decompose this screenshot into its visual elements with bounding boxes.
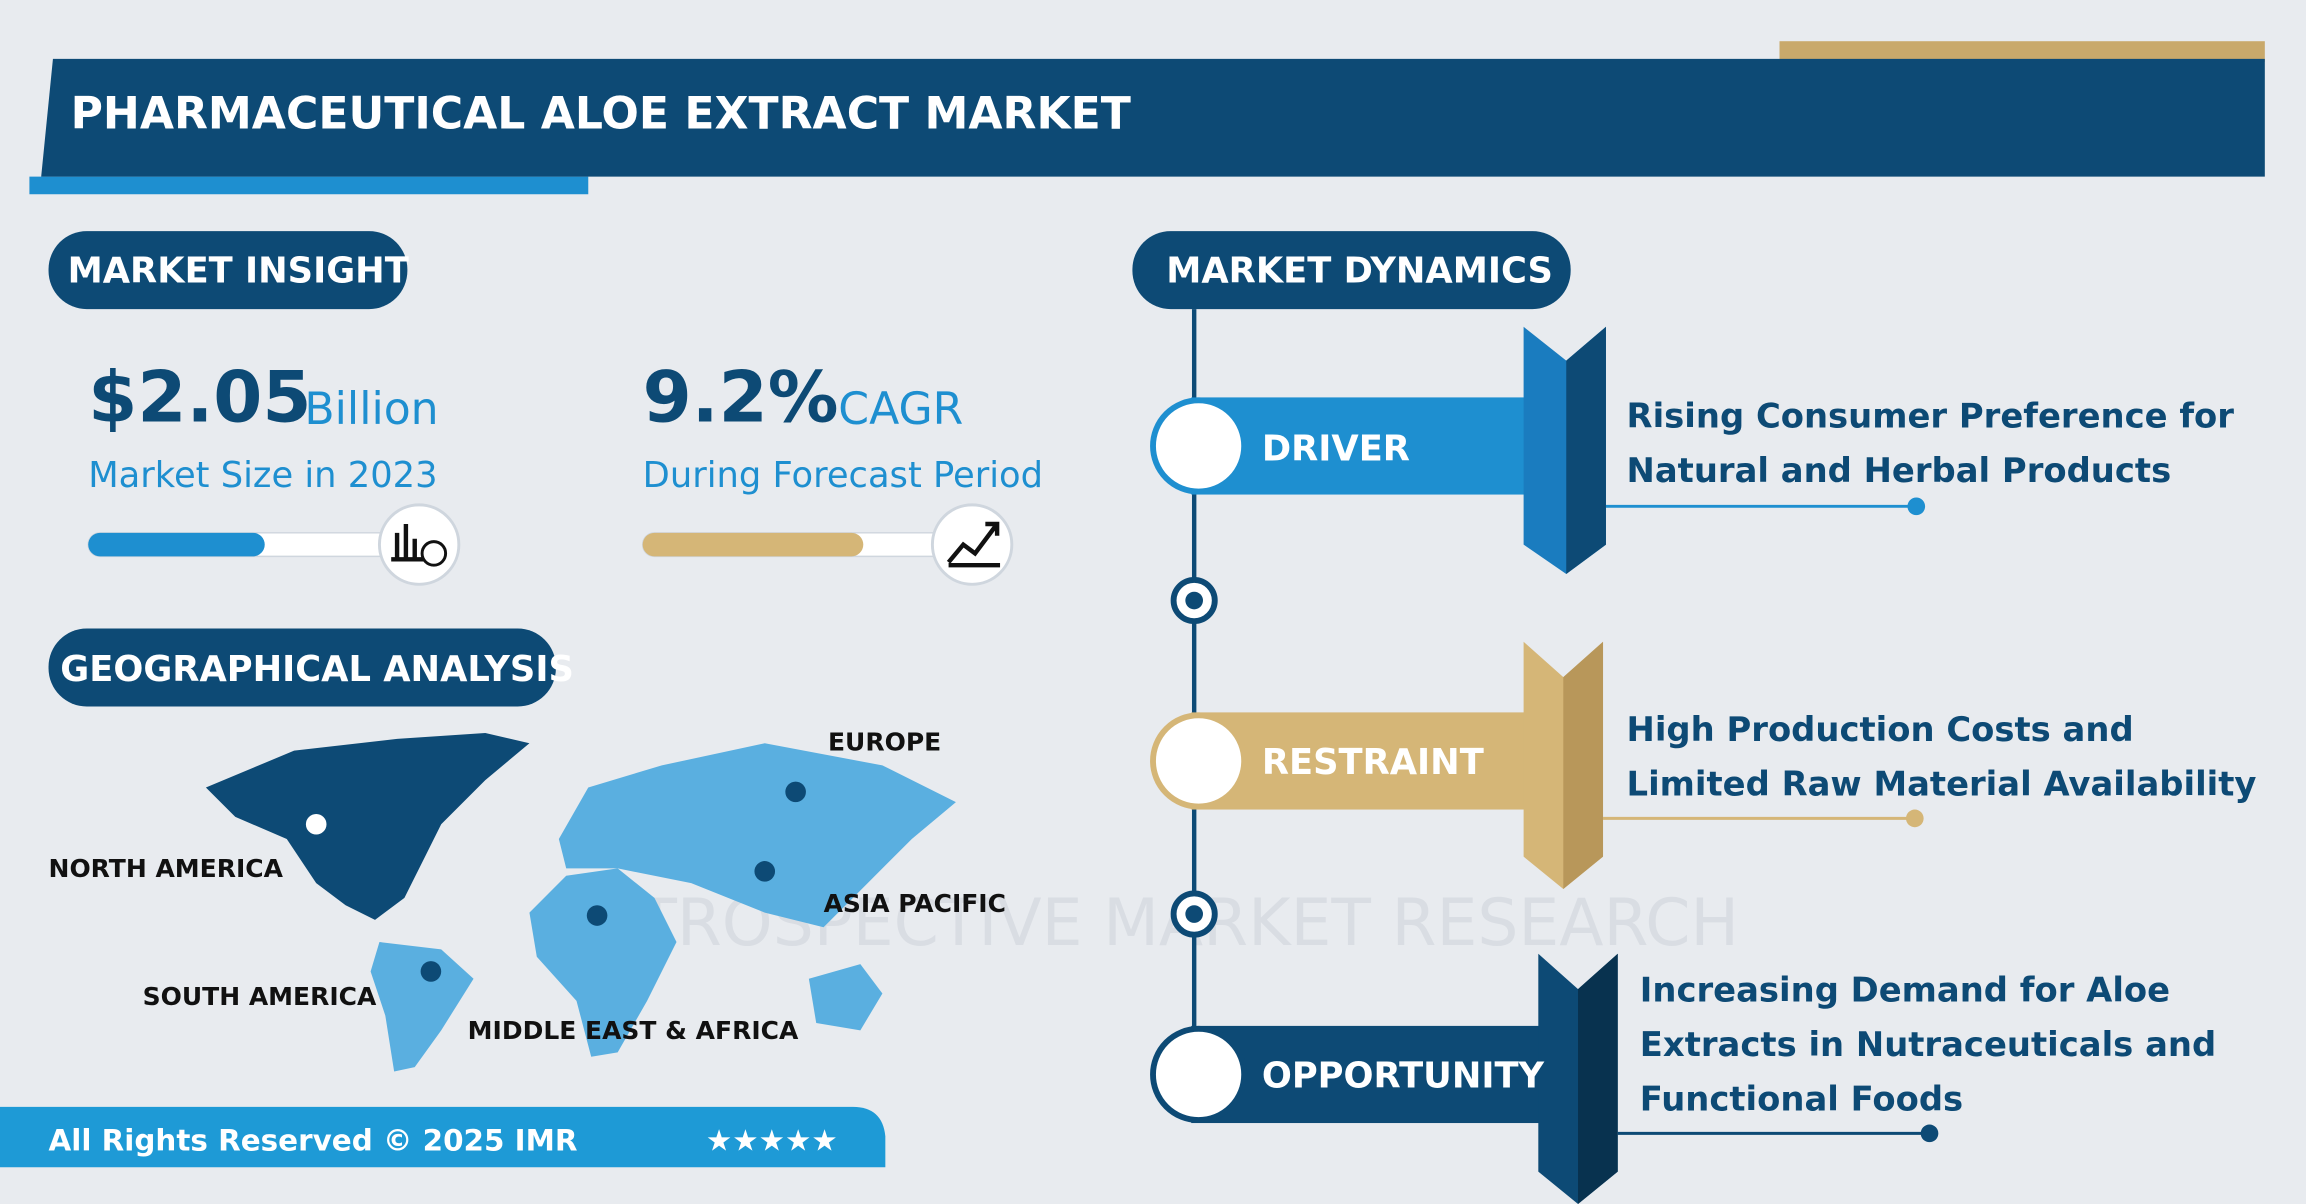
dynamic-text: Rising Consumer Preference for xyxy=(1627,397,2235,436)
icon xyxy=(946,521,1001,568)
section-heading: GEOGRAPHICAL ANALYSIS xyxy=(60,649,574,690)
section-heading: MARKET DYNAMICS xyxy=(1166,250,1553,291)
map-pin xyxy=(305,813,327,835)
timeline-node xyxy=(1185,591,1204,610)
dynamic-icon xyxy=(1150,712,1248,810)
region-label: SOUTH AMERICA xyxy=(143,982,377,1011)
section-pill xyxy=(48,628,556,707)
dynamic-text: Increasing Demand for Aloe xyxy=(1640,971,2170,1010)
dynamic-band xyxy=(1191,397,1530,495)
footer-bar xyxy=(0,1106,886,1168)
underline xyxy=(1905,809,1924,828)
map-eurasia xyxy=(558,743,956,928)
header-bar xyxy=(41,58,2265,177)
header-accent xyxy=(1779,41,2265,62)
region-label: ASIA PACIFIC xyxy=(824,889,1006,918)
dynamic-text: Natural and Herbal Products xyxy=(1627,451,2172,490)
dynamic-icon xyxy=(1150,397,1248,495)
cagr-value: 9.2% xyxy=(643,355,839,438)
dynamic-label: RESTRAINT xyxy=(1262,742,1484,783)
section-heading: MARKET INSIGHT xyxy=(68,250,409,291)
dynamic-label: OPPORTUNITY xyxy=(1262,1055,1545,1096)
map-south-america xyxy=(370,942,474,1072)
timeline-node xyxy=(1185,905,1204,923)
cagr-label: During Forecast Period xyxy=(643,455,1043,496)
page-title: PHARMACEUTICAL ALOE EXTRACT MARKET xyxy=(71,88,1131,139)
map-oceania xyxy=(808,964,883,1031)
section-pill xyxy=(48,231,408,310)
underline xyxy=(1907,497,1926,516)
map-africa xyxy=(529,868,677,1057)
map-north-america xyxy=(205,732,530,920)
rating: ★★★★★ xyxy=(706,1124,838,1158)
dynamic-banner xyxy=(1563,641,1604,890)
dynamic-icon xyxy=(1150,1025,1248,1124)
dynamic-banner xyxy=(1578,953,1618,1204)
progress-fill xyxy=(88,532,265,557)
dynamic-banner xyxy=(1566,326,1606,575)
dynamic-text: Extracts in Nutraceuticals and xyxy=(1640,1025,2216,1064)
market-size-label: Market Size in 2023 xyxy=(88,455,437,496)
icon xyxy=(420,540,448,567)
dynamic-text: Limited Raw Material Availability xyxy=(1627,764,2257,803)
market-size-unit: Billion xyxy=(304,384,438,435)
cagr-unit: CAGR xyxy=(838,384,963,435)
region-label: MIDDLE EAST & AFRICA xyxy=(468,1016,799,1045)
map-pin xyxy=(420,781,806,982)
dynamic-text: Functional Foods xyxy=(1640,1079,1963,1118)
market-size-value: $2.05 xyxy=(88,355,311,438)
dynamic-band xyxy=(1191,712,1530,810)
dynamic-text: High Production Costs and xyxy=(1627,710,2134,749)
header-accent xyxy=(29,176,589,195)
progress-fill xyxy=(642,532,864,557)
icon xyxy=(377,503,461,586)
copyright: All Rights Reserved © 2025 IMR xyxy=(49,1124,578,1158)
dynamic-band xyxy=(1191,1025,1545,1124)
section-pill xyxy=(1132,231,1571,310)
icon xyxy=(930,503,1014,586)
icon xyxy=(391,523,430,562)
region-label: NORTH AMERICA xyxy=(49,854,284,883)
underline xyxy=(1920,1124,1939,1143)
region-label: EUROPE xyxy=(828,727,941,756)
dynamic-label: DRIVER xyxy=(1262,428,1410,469)
